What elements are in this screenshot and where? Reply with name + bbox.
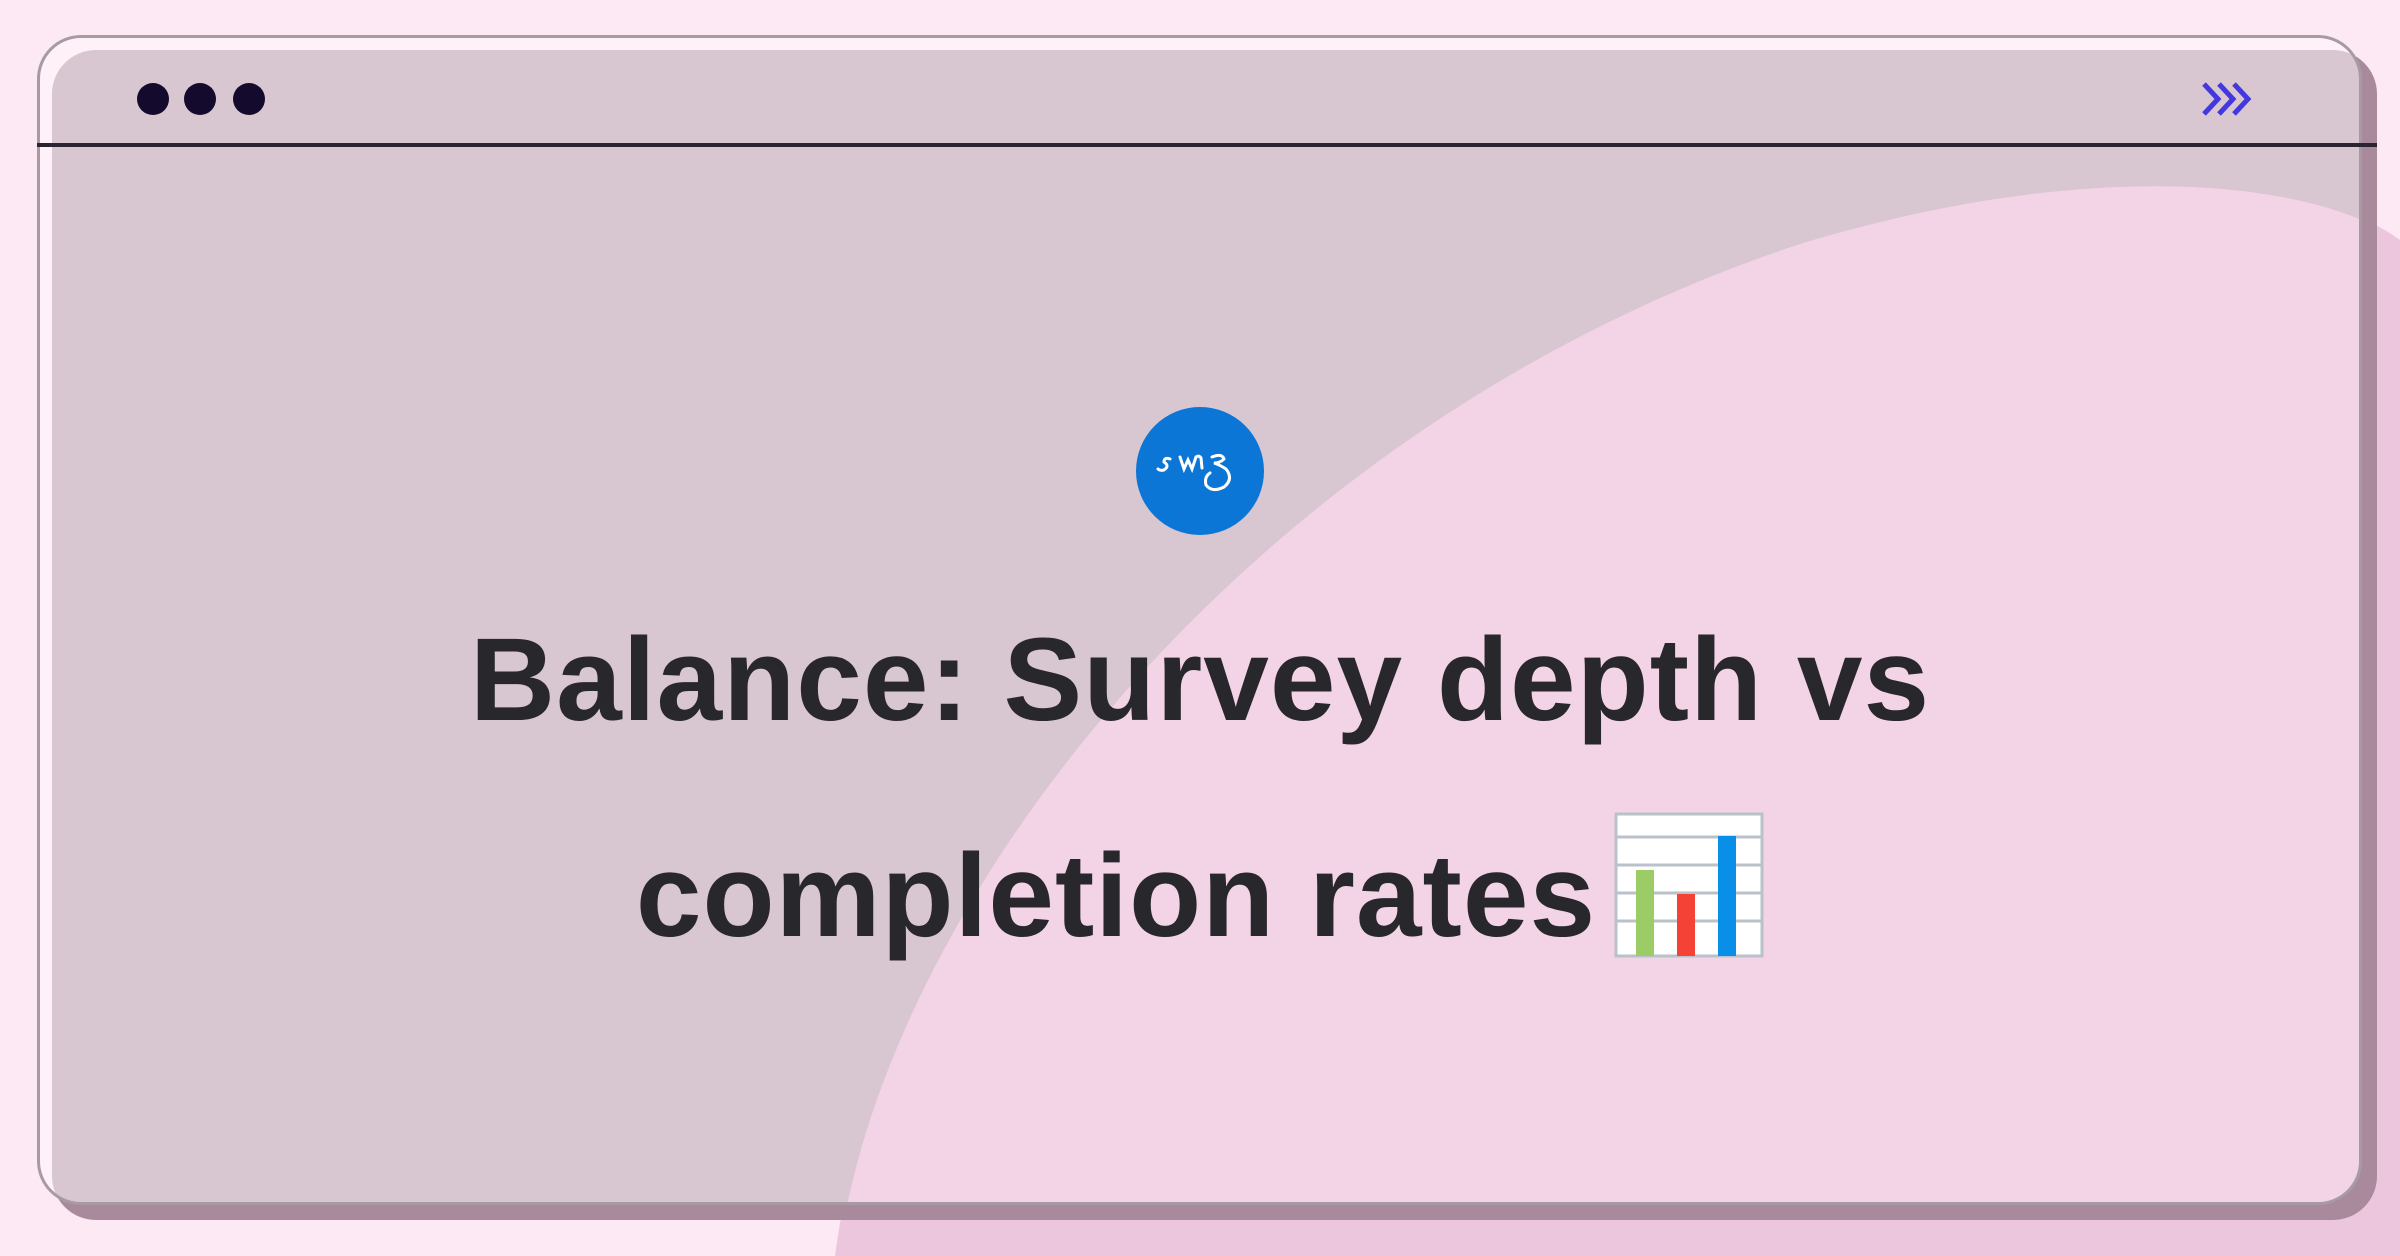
page-title-line2: completion rates <box>0 812 2400 964</box>
window-blob <box>847 186 2359 1202</box>
page-title-line1: Balance: Survey depth vs <box>469 614 1931 746</box>
browser-window <box>37 35 2362 1205</box>
smg-logo <box>1136 407 1264 535</box>
window-dot-icon <box>184 83 216 115</box>
title-text: completion rates <box>635 830 1597 962</box>
window-dot-icon <box>137 83 169 115</box>
window-dot-icon <box>233 83 265 115</box>
header-divider <box>37 143 2377 147</box>
bar-chart-emoji-icon <box>1614 812 1764 958</box>
triple-chevron-right-icon[interactable] <box>2200 80 2256 118</box>
